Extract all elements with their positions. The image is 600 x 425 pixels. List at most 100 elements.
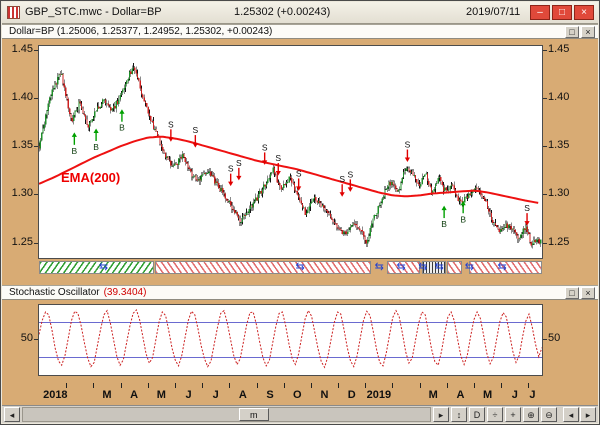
price-axis-label: 1.40: [548, 91, 570, 103]
trade-mode-icon: ⇆: [396, 261, 406, 273]
axis-tick: [543, 339, 547, 340]
trade-mode-icon: ⇆: [464, 261, 474, 273]
stoch-panel-close-button[interactable]: ×: [581, 287, 595, 299]
time-axis: 2018 M A M J J A S O N D 2019 M A M J J: [2, 382, 598, 405]
time-axis-tick: [446, 383, 448, 388]
svg-text:S: S: [236, 158, 242, 168]
position-segment-red: [469, 261, 542, 274]
price-panel-titlebar[interactable]: Dollar=BP (1.25006, 1.25377, 1.24952, 1.…: [2, 24, 598, 39]
scroll-left-button[interactable]: ◂: [4, 407, 20, 422]
price-axis-label: 1.35: [11, 139, 33, 152]
stoch-panel-maximize-button[interactable]: □: [565, 287, 579, 299]
stoch-panel-title: Stochastic Oscillator: [9, 287, 100, 298]
stoch-axis-label: 50: [548, 332, 561, 344]
time-axis-tick: [419, 383, 421, 388]
svg-text:S: S: [524, 203, 530, 213]
toolbar-icons: ↕ D ÷ + ⊕ ⊖: [451, 407, 557, 422]
svg-text:S: S: [296, 168, 302, 178]
month-label: D: [347, 389, 356, 401]
price-axis-label: 1.40: [11, 91, 33, 103]
scroll-right-button[interactable]: ▸: [433, 407, 449, 422]
svg-text:B: B: [93, 142, 99, 152]
daily-mode-icon[interactable]: D: [469, 407, 485, 422]
trade-mode-icon: ⇆: [98, 261, 109, 273]
position-segment-dense: [421, 261, 447, 274]
stoch-axis-label: 50: [20, 332, 33, 344]
stoch-chart-area: 50 50: [2, 300, 598, 382]
time-axis-tick: [202, 383, 204, 388]
month-label: A: [238, 389, 247, 401]
stoch-axis-left: 50: [2, 300, 38, 382]
svg-text:B: B: [72, 146, 78, 156]
scrollbar-track[interactable]: m: [22, 407, 431, 422]
axis-tick: [34, 49, 38, 51]
axis-tick: [543, 49, 547, 51]
price-axis-label: 1.30: [548, 187, 570, 200]
axis-tick: [34, 98, 38, 99]
scrollbar-thumb[interactable]: m: [238, 408, 269, 421]
year-label: 2018: [43, 389, 68, 401]
ema-label: EMA(200): [61, 170, 121, 185]
time-axis-tick: [229, 383, 231, 388]
month-label: O: [293, 389, 302, 401]
time-axis-tick: [93, 383, 95, 388]
app-icon: [7, 6, 20, 19]
svg-text:S: S: [405, 140, 411, 150]
titlebar[interactable]: GBP_STC.mwc - Dollar=BP 1.25302 (+0.0024…: [2, 2, 598, 24]
month-label: A: [130, 389, 139, 401]
price-panel-maximize-button[interactable]: □: [565, 26, 579, 38]
price-panel-close-button[interactable]: ×: [581, 26, 595, 38]
stoch-current-value: (39.3404): [103, 287, 147, 298]
signal-strip: ⇆ ⇆ ⇆ ⇆ ⇆ ⇆ ⇆ ⇆: [38, 261, 543, 274]
position-segment-red: [387, 261, 421, 274]
time-axis-tick: [120, 383, 122, 388]
svg-text:S: S: [347, 169, 353, 179]
zoom-out-icon[interactable]: ⊖: [541, 407, 557, 422]
page-left-button[interactable]: ◂: [563, 407, 579, 422]
price-axis-label: 1.25: [11, 235, 33, 248]
trade-mode-icon: ⇆: [374, 261, 384, 273]
time-axis-tick: [338, 383, 340, 388]
resize-vertical-icon[interactable]: ↕: [451, 407, 467, 422]
position-segment-red: [447, 261, 463, 274]
month-label: J: [511, 389, 518, 401]
stoch-panel-titlebar[interactable]: Stochastic Oscillator (39.3404) □ ×: [2, 285, 598, 300]
axis-tick: [34, 339, 38, 340]
time-axis-tick: [528, 383, 530, 388]
maximize-button[interactable]: □: [552, 5, 572, 20]
svg-text:B: B: [119, 123, 125, 133]
zoom-in-icon[interactable]: ⊕: [523, 407, 539, 422]
divide-icon[interactable]: ÷: [487, 407, 503, 422]
time-axis-tick: [310, 383, 312, 388]
position-segment-red: [155, 261, 372, 274]
crosshair-icon[interactable]: +: [505, 407, 521, 422]
svg-text:S: S: [275, 153, 281, 163]
page-right-button[interactable]: ▸: [580, 407, 596, 422]
stoch-chart-canvas: [39, 308, 542, 369]
price-axis-right: 1.45 1.40 1.35 1.30 1.25: [543, 39, 598, 285]
month-label: S: [266, 389, 274, 401]
time-axis-tick: [66, 383, 68, 388]
price-axis-label: 1.25: [548, 235, 570, 248]
axis-tick: [543, 98, 547, 99]
time-axis-tick: [392, 383, 394, 388]
month-label: J: [185, 389, 192, 401]
svg-text:S: S: [339, 174, 345, 184]
minimize-button[interactable]: –: [530, 5, 550, 20]
axis-tick: [543, 146, 547, 148]
axis-tick: [543, 242, 547, 244]
close-button[interactable]: ×: [574, 5, 594, 20]
date-value: 2019/07/11: [466, 6, 521, 18]
month-label: A: [456, 389, 465, 401]
stoch-plot[interactable]: [38, 304, 543, 376]
time-axis-tick: [174, 383, 176, 388]
svg-text:S: S: [193, 125, 199, 135]
time-axis-tick: [283, 383, 285, 388]
time-axis-tick: [365, 383, 367, 388]
month-label: M: [428, 389, 438, 401]
svg-text:S: S: [168, 119, 174, 129]
